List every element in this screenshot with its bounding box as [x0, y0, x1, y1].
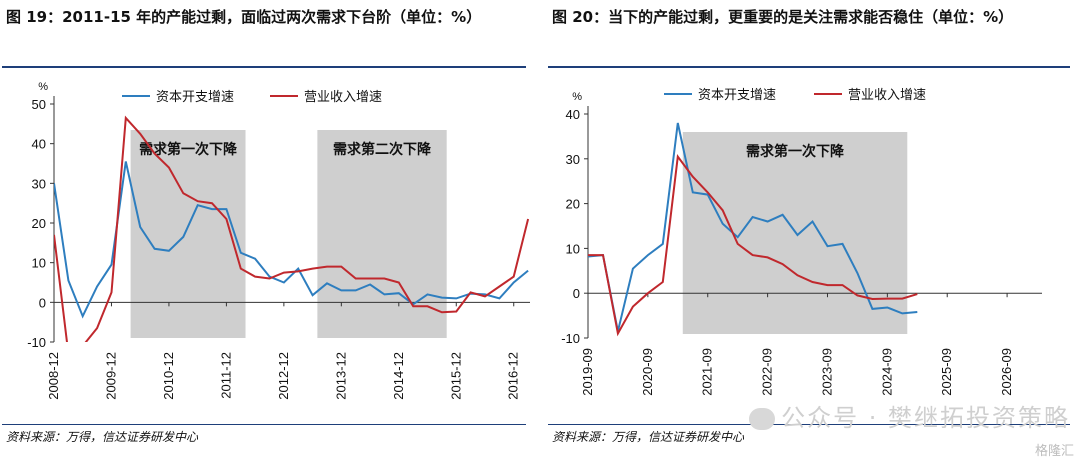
y-tick-label: -10 [561, 331, 580, 346]
corner-logo: 格隆汇 [1034, 444, 1074, 459]
title-divider [2, 66, 526, 68]
wechat-watermark: 公众号 · 樊继拓投资策略 [749, 398, 1070, 433]
y-tick-label: -10 [27, 335, 46, 350]
x-tick-label: 2015-12 [448, 352, 463, 400]
title-divider [548, 66, 1070, 68]
y-unit-label: % [572, 91, 582, 103]
legend-label: 资本开支增速 [698, 88, 776, 103]
y-tick-label: 20 [566, 197, 580, 212]
figure-19-source: 资料来源：万得，信达证券研发中心 [6, 430, 199, 444]
shaded-region-label: 需求第二次下降 [333, 141, 432, 158]
x-tick-label: 2025-09 [939, 348, 954, 396]
x-tick-label: 2019-09 [580, 348, 595, 396]
shaded-region-label: 需求第一次下降 [746, 143, 845, 160]
y-tick-label: 30 [566, 152, 580, 167]
x-tick-label: 2024-09 [879, 348, 894, 396]
series-group [588, 122, 918, 337]
figure-19-panel: 图 19：2011-15 年的产能过剩，面临过两次需求下台阶（单位：%） 需求第… [2, 8, 530, 444]
legend-label: 营业收入增速 [848, 88, 926, 103]
x-tick-label: 2010-12 [161, 352, 176, 400]
y-tick-label: 30 [32, 176, 46, 191]
x-tick-label: 2026-09 [999, 348, 1014, 396]
figure-20-panel: 图 20：当下的产能过剩，更重要的是关注需求能否稳住（单位：%） 需求第一次下降… [546, 0, 1080, 463]
source-divider [548, 424, 1070, 425]
y-tick-label: 40 [566, 107, 580, 122]
figure-19-title: 图 19：2011-15 年的产能过剩，面临过两次需求下台阶（单位：%） [6, 8, 482, 26]
series-line [588, 153, 918, 337]
x-tick-label: 2022-09 [760, 348, 775, 396]
x-tick-label: 2020-09 [640, 348, 655, 396]
series-line [588, 122, 918, 332]
y-unit-label: % [38, 81, 48, 93]
wechat-icon [749, 408, 776, 430]
shaded-region-label: 需求第一次下降 [139, 141, 238, 158]
x-tick-label: 2008-12 [46, 352, 61, 400]
x-tick-label: 2021-09 [700, 348, 715, 396]
y-tick-label: 50 [32, 97, 46, 112]
source-divider [2, 424, 526, 425]
y-tick-label: 40 [32, 137, 46, 152]
legend-label: 营业收入增速 [304, 90, 382, 105]
y-tick-label: 10 [32, 256, 46, 271]
watermark-text: 公众号 · 樊继拓投资策略 [781, 404, 1070, 432]
x-tick-label: 2012-12 [276, 352, 291, 400]
x-tick-label: 2016-12 [506, 352, 521, 400]
figure-20-chart: 需求第一次下降 -10 0 10 20 30 40% 2019-09 2020-09 2021-0… [561, 88, 1042, 396]
shaded-region [317, 130, 447, 338]
figure-20-title: 图 20：当下的产能过剩，更重要的是关注需求能否稳住（单位：%） [552, 8, 1014, 26]
series-group [54, 115, 530, 342]
x-tick-label: 2013-12 [333, 352, 348, 400]
x-tick-label: 2014-12 [391, 352, 406, 400]
y-tick-label: 0 [573, 286, 580, 301]
y-tick-label: 0 [39, 295, 46, 310]
shaded-region [130, 130, 246, 338]
x-tick-label: 2011-12 [218, 352, 233, 399]
y-tick-label: 20 [32, 216, 46, 231]
y-tick-label: 10 [566, 241, 580, 256]
legend-label: 资本开支增速 [156, 90, 234, 105]
figure-20-source: 资料来源：万得，信达证券研发中心 [552, 430, 745, 444]
series-line [54, 161, 529, 319]
x-tick-label: 2023-09 [819, 348, 834, 396]
x-tick-label: 2009-12 [103, 352, 118, 400]
series-line [54, 115, 530, 342]
figure-19-chart: 需求第一次下降 需求第二次下降 -10 0 10 20 30 40 50% 2008-12 2009… [27, 81, 530, 400]
